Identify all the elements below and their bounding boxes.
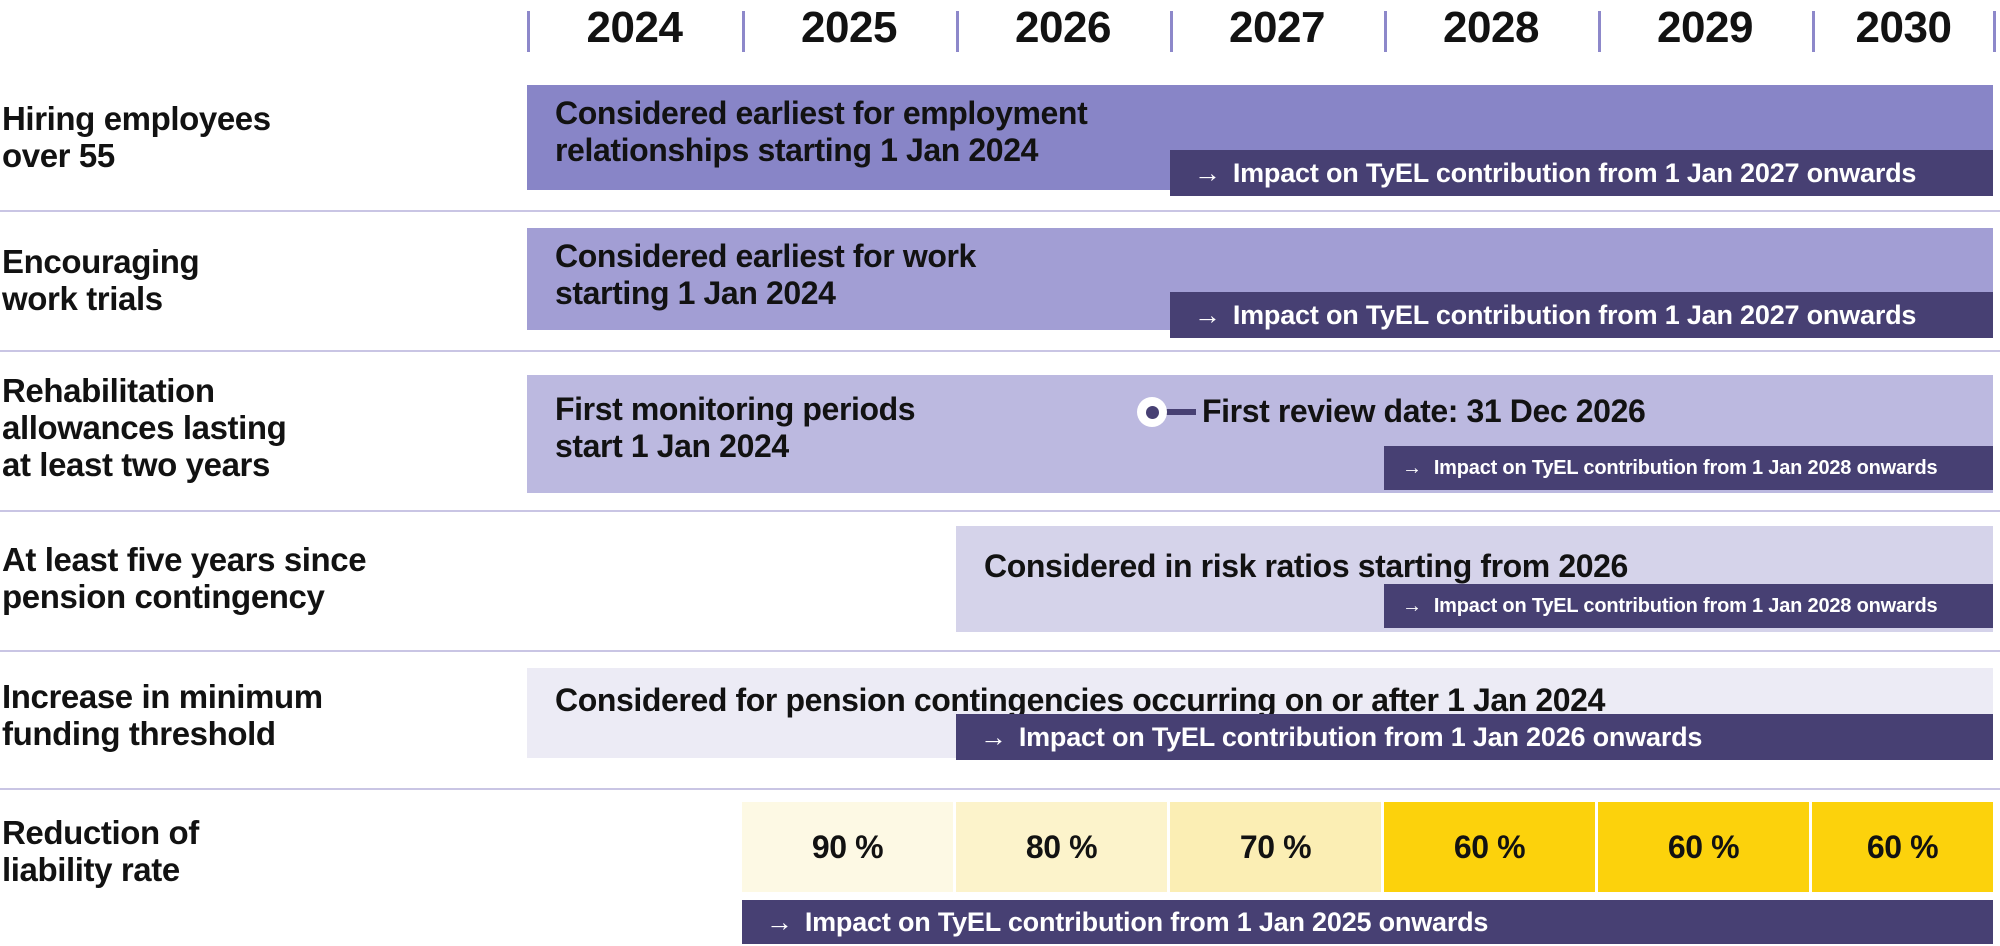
impact-text: Impact on TyEL contribution from 1 Jan 2… — [1433, 594, 1938, 617]
segment-value: 70 % — [1239, 828, 1312, 865]
segment-value: 60 % — [1453, 828, 1526, 865]
bar-text: Considered for pension contingencies occ… — [555, 682, 1605, 718]
arrow-right-icon: → — [766, 906, 793, 937]
arrow-right-icon: → — [980, 721, 1007, 752]
impact-bar: → Impact on TyEL contribution from 1 Jan… — [956, 714, 1993, 760]
axis-tick — [1993, 11, 1996, 52]
impact-bar: → Impact on TyEL contribution from 1 Jan… — [1170, 150, 1993, 196]
arrow-right-icon: → — [1194, 299, 1221, 330]
axis-tick — [1170, 11, 1173, 52]
milestone-text: First review date: 31 Dec 2026 — [1202, 393, 1646, 429]
row-divider — [0, 510, 2000, 512]
row-label-rehabilitation-allowances: Rehabilitation allowances lasting at lea… — [2, 372, 287, 483]
liability-segment: 60 % — [1812, 802, 1993, 892]
impact-text: Impact on TyEL contribution from 1 Jan 2… — [1018, 721, 1703, 752]
impact-text: Impact on TyEL contribution from 1 Jan 2… — [804, 906, 1489, 937]
liability-segment: 60 % — [1384, 802, 1595, 892]
segment-value: 90 % — [811, 828, 884, 865]
row-label-work-trials: Encouraging work trials — [2, 243, 200, 317]
row-label-hiring-over-55: Hiring employees over 55 — [2, 100, 271, 174]
year-label: 2029 — [1657, 3, 1753, 52]
bar-text: Considered earliest for employment relat… — [555, 95, 1088, 168]
axis-tick — [527, 11, 530, 52]
segment-value: 60 % — [1667, 828, 1740, 865]
row-divider — [0, 210, 2000, 212]
bar-text: Considered earliest for work starting 1 … — [555, 238, 976, 311]
impact-text: Impact on TyEL contribution from 1 Jan 2… — [1232, 299, 1917, 330]
year-label: 2028 — [1443, 3, 1539, 52]
impact-bar: → Impact on TyEL contribution from 1 Jan… — [1384, 584, 1993, 628]
row-divider — [0, 788, 2000, 790]
liability-segment: 80 % — [956, 802, 1167, 892]
liability-segment: 70 % — [1170, 802, 1381, 892]
axis-tick — [1812, 11, 1815, 52]
segment-value: 60 % — [1866, 828, 1939, 865]
bar-text: First monitoring periods start 1 Jan 202… — [555, 391, 916, 464]
axis-tick — [742, 11, 745, 52]
bar-text: Considered in risk ratios starting from … — [984, 548, 1628, 584]
year-label: 2026 — [1015, 3, 1111, 52]
axis-tick — [1384, 11, 1387, 52]
arrow-right-icon: → — [1402, 456, 1422, 479]
row-label-liability-rate: Reduction of liability rate — [2, 814, 199, 888]
milestone-marker-dot — [1146, 406, 1159, 419]
impact-bar: → Impact on TyEL contribution from 1 Jan… — [1170, 292, 1993, 338]
impact-text: Impact on TyEL contribution from 1 Jan 2… — [1433, 456, 1938, 479]
milestone-connector-line — [1150, 409, 1196, 415]
row-label-pension-contingency: At least five years since pension contin… — [2, 541, 367, 615]
segment-value: 80 % — [1025, 828, 1098, 865]
impact-bar: → Impact on TyEL contribution from 1 Jan… — [1384, 446, 1993, 490]
liability-segment: 90 % — [742, 802, 953, 892]
impact-bar: → Impact on TyEL contribution from 1 Jan… — [742, 900, 1993, 944]
row-label-funding-threshold: Increase in minimum funding threshold — [2, 678, 323, 752]
row-divider — [0, 650, 2000, 652]
year-label: 2027 — [1229, 3, 1325, 52]
arrow-right-icon: → — [1194, 157, 1221, 188]
year-label: 2030 — [1855, 3, 1952, 52]
axis-tick — [1598, 11, 1601, 52]
arrow-right-icon: → — [1402, 594, 1422, 617]
impact-text: Impact on TyEL contribution from 1 Jan 2… — [1232, 157, 1917, 188]
year-label: 2025 — [801, 3, 897, 52]
year-label: 2024 — [586, 3, 683, 52]
row-divider — [0, 350, 2000, 352]
liability-segment: 60 % — [1598, 802, 1809, 892]
axis-tick — [956, 11, 959, 52]
